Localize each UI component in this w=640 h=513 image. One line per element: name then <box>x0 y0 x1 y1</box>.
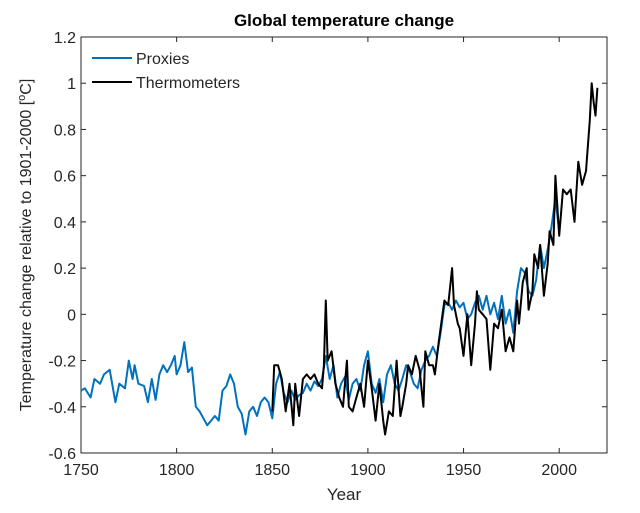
x-tick-label: 1950 <box>446 462 482 479</box>
y-tick-label: 0.8 <box>54 122 76 139</box>
y-tick-label: 0 <box>67 307 76 324</box>
y-tick-label: 0.6 <box>54 169 76 186</box>
legend-label-thermometers: Thermometers <box>136 75 240 92</box>
legend-label-proxies: Proxies <box>136 51 189 68</box>
y-tick-label: 1.2 <box>54 30 76 47</box>
y-tick-label: -0.2 <box>48 354 76 371</box>
y-tick-label: 0.2 <box>54 261 76 278</box>
y-tick-label: -0.6 <box>48 446 76 463</box>
y-tick-label: 0.4 <box>54 215 76 232</box>
legend: Proxies Thermometers <box>92 51 240 92</box>
x-tick-label: 1750 <box>63 462 99 479</box>
series-line-thermometers <box>271 82 599 436</box>
x-tick-label: 1900 <box>350 462 386 479</box>
chart-title: Global temperature change <box>234 11 454 30</box>
x-tick-label: 1800 <box>159 462 195 479</box>
x-axis-label: Year <box>327 485 362 504</box>
x-tick-label: 1850 <box>254 462 290 479</box>
y-tick-label: -0.4 <box>48 400 76 417</box>
y-axis-label: Temperature change relative to 1901-2000… <box>16 79 35 412</box>
y-tick-label: 1 <box>67 76 76 93</box>
x-tick-label: 2000 <box>541 462 577 479</box>
